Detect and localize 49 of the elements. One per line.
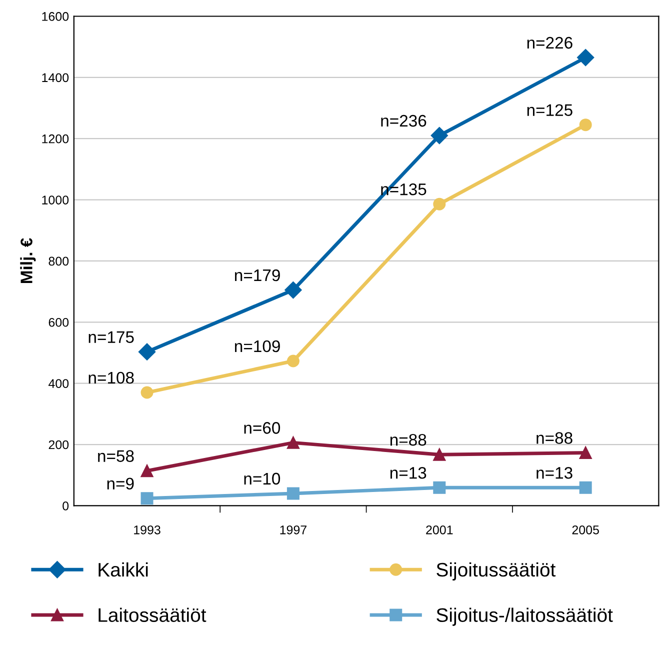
annotation: n=88	[390, 434, 426, 446]
annotation: n=88	[536, 432, 572, 444]
annotation: n=175	[88, 331, 134, 343]
annotation: n=60	[244, 422, 280, 434]
annotation: n=109	[235, 340, 280, 352]
annotation: n=125	[527, 104, 572, 116]
y-tick-label: 1000	[42, 196, 69, 204]
point	[140, 386, 154, 399]
point	[433, 198, 446, 210]
legend-label: Sijoitussäätiöt	[436, 562, 556, 580]
point	[140, 492, 154, 505]
annotation: n=13	[390, 467, 426, 479]
annotation: n=13	[536, 467, 572, 479]
annotation: n=226	[527, 36, 572, 49]
legend-label: Laitossäätiöt	[98, 608, 206, 622]
x-tick-label: 1997	[280, 525, 306, 534]
y-axis-title: Milj. €	[20, 238, 36, 284]
annotation: n=108	[88, 372, 134, 384]
point	[138, 343, 156, 360]
point	[430, 127, 448, 144]
annotation: n=236	[381, 114, 426, 127]
point	[284, 281, 302, 299]
y-tick-label: 600	[48, 318, 69, 327]
y-tick-label: 400	[48, 379, 69, 388]
point	[577, 48, 594, 66]
point	[140, 464, 154, 478]
x-tick-label: 2001	[426, 525, 453, 534]
annotation: n=10	[244, 472, 280, 485]
y-tick-label: 200	[48, 440, 69, 450]
legend-label: Kaikki	[98, 562, 148, 577]
legend-label: Sijoitus-/laitossäätiöt	[436, 608, 613, 626]
point	[286, 487, 300, 500]
y-tick-label: 1600	[42, 12, 69, 21]
annotation: n=58	[98, 450, 134, 462]
y-tick-label: 1200	[42, 134, 69, 144]
y-tick-label: 1400	[42, 73, 69, 82]
point	[433, 448, 446, 461]
x-tick-label: 1993	[134, 525, 160, 534]
point	[579, 118, 592, 132]
point	[579, 446, 592, 460]
point	[286, 436, 300, 449]
point	[579, 481, 592, 494]
annotation: n=179	[235, 269, 280, 282]
x-tick-label: 2005	[572, 525, 599, 534]
y-tick-label: 0	[62, 502, 69, 510]
annotation: n=9	[107, 478, 134, 490]
point	[433, 481, 446, 494]
y-tick-label: 800	[48, 256, 69, 266]
point	[286, 354, 300, 368]
